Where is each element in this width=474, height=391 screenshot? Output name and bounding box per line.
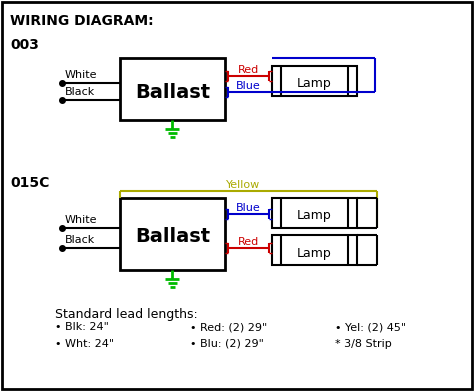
Text: • Blk: 24": • Blk: 24"	[55, 322, 109, 332]
Text: • Wht: 24": • Wht: 24"	[55, 339, 114, 349]
Text: Ballast: Ballast	[135, 228, 210, 246]
Text: Ballast: Ballast	[135, 83, 210, 102]
Text: WIRING DIAGRAM:: WIRING DIAGRAM:	[10, 14, 154, 28]
Bar	[272, 66, 357, 96]
Bar	[272, 198, 357, 228]
Text: Blue: Blue	[236, 203, 261, 213]
Text: • Blu: (2) 29": • Blu: (2) 29"	[190, 339, 264, 349]
Text: Black: Black	[65, 235, 95, 245]
Text: Blue: Blue	[236, 81, 261, 91]
Text: Black: Black	[65, 87, 95, 97]
Text: White: White	[65, 70, 98, 80]
Text: • Red: (2) 29": • Red: (2) 29"	[190, 322, 267, 332]
Bar	[120, 58, 225, 120]
Text: * 3/8 Strip: * 3/8 Strip	[335, 339, 392, 349]
Bar	[272, 235, 357, 265]
Bar	[120, 198, 225, 270]
Text: Lamp: Lamp	[297, 246, 332, 260]
Text: 015C: 015C	[10, 176, 49, 190]
Text: Red: Red	[238, 65, 259, 75]
Text: Red: Red	[238, 237, 259, 247]
Text: • Yel: (2) 45": • Yel: (2) 45"	[335, 322, 406, 332]
Text: 003: 003	[10, 38, 39, 52]
Text: Yellow: Yellow	[227, 180, 261, 190]
Text: Standard lead lengths:: Standard lead lengths:	[55, 308, 198, 321]
Text: Lamp: Lamp	[297, 77, 332, 90]
Text: White: White	[65, 215, 98, 225]
Text: Lamp: Lamp	[297, 210, 332, 222]
